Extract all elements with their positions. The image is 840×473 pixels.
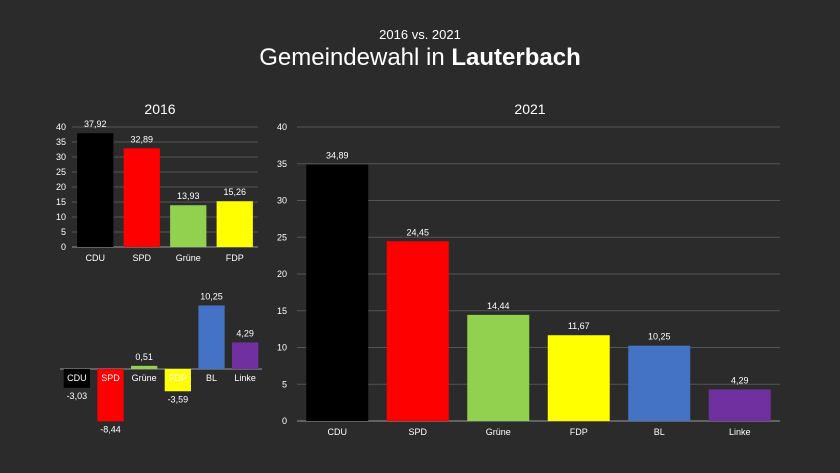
chart-2021-category-label: Grüne: [486, 427, 511, 437]
chart-2016-category-label: SPD: [132, 253, 151, 263]
chart-diff-data-label: 0,51: [135, 352, 153, 362]
title-prefix: Gemeindewahl in: [259, 44, 445, 71]
chart-2016-data-label: 15,26: [223, 187, 246, 197]
chart-diff-bar-linke: [232, 342, 259, 369]
chart-diff-data-label: -8,44: [100, 424, 121, 434]
chart-2021-bar-linke: [708, 389, 771, 421]
chart-2016-ytick-label: 0: [61, 242, 66, 252]
chart-2021-ytick-label: 30: [277, 196, 287, 206]
chart-2016-bar-fdp: [216, 201, 253, 247]
chart-2021-ytick-label: 25: [277, 232, 287, 242]
chart-2016-category-label: FDP: [226, 253, 244, 263]
chart-2016-ytick-label: 5: [61, 227, 66, 237]
chart-diff-category-label: Grüne: [132, 373, 157, 383]
chart-2021-ytick-label: 0: [282, 416, 287, 426]
chart-2016-data-label: 37,92: [84, 119, 107, 129]
subtitle: 2016 vs. 2021: [379, 27, 461, 42]
chart-2021-bar-bl: [628, 345, 691, 421]
chart-diff-bar-spd: [97, 369, 124, 422]
chart-2016-category-label: Grüne: [176, 253, 201, 263]
chart-2016-ytick-label: 15: [56, 197, 66, 207]
chart-diff-bar-grüne: [131, 365, 158, 369]
chart-2021-bar-cdu: [306, 164, 369, 421]
chart-2016-bar-grüne: [170, 205, 207, 247]
chart-2016-ytick-label: 10: [56, 212, 66, 222]
chart-diff-category-label: FDP: [169, 373, 187, 383]
chart-2021-data-label: 10,25: [648, 332, 671, 342]
chart-2021-title: 2021: [514, 101, 546, 117]
chart-2021-category-label: BL: [654, 427, 665, 437]
chart-diff-data-label: -3,59: [168, 394, 189, 404]
chart-2021-category-label: Linke: [729, 427, 751, 437]
chart-2016-data-label: 32,89: [130, 134, 153, 144]
chart-2016-bar-spd: [123, 148, 160, 247]
chart-2021-ytick-label: 15: [277, 306, 287, 316]
chart-2021-category-label: CDU: [328, 427, 348, 437]
chart-2016-ytick-label: 20: [56, 182, 66, 192]
chart-diff-category-label: SPD: [101, 373, 120, 383]
chart-2021-bar-fdp: [547, 335, 610, 421]
chart-2021-data-label: 34,89: [326, 151, 349, 161]
chart-2021-data-label: 11,67: [568, 321, 590, 331]
chart-2016-data-label: 13,93: [177, 191, 200, 201]
page-title: Gemeindewahl in Lauterbach: [0, 44, 840, 72]
chart-2021-ytick-label: 20: [277, 269, 287, 279]
chart-2021-bar-spd: [386, 241, 449, 421]
chart-2016-ytick-label: 40: [56, 122, 66, 132]
chart-diff-bar-cdu: [63, 369, 90, 388]
chart-diff-category-label: CDU: [67, 373, 87, 383]
chart-2016-ytick-label: 25: [56, 167, 66, 177]
chart-2021-ytick-label: 5: [282, 379, 287, 389]
chart-2021-data-label: 24,45: [406, 227, 429, 237]
chart-2021-ytick-label: 40: [277, 122, 287, 132]
chart-2021-data-label: 14,44: [487, 301, 510, 311]
chart-2016-ytick-label: 30: [56, 152, 66, 162]
chart-2016-bar-cdu: [77, 133, 114, 247]
chart-diff-category-label: Linke: [234, 373, 256, 383]
chart-diff-data-label: 10,25: [200, 291, 223, 301]
title-place: Lauterbach: [451, 44, 581, 71]
chart-2021-category-label: FDP: [570, 427, 588, 437]
chart-diff-category-label: BL: [206, 373, 217, 383]
chart-diff-bar-bl: [198, 305, 225, 369]
chart-2021-category-label: SPD: [408, 427, 427, 437]
chart-2016-ytick-label: 35: [56, 137, 66, 147]
chart-diff-data-label: 4,29: [236, 328, 254, 338]
chart-2021-ytick-label: 10: [277, 343, 287, 353]
chart-diff-bar-fdp: [164, 369, 191, 392]
chart-2021-bar-grüne: [467, 314, 530, 421]
chart-diff-data-label: -3,03: [67, 391, 88, 401]
chart-2021-ytick-label: 35: [277, 159, 287, 169]
chart-2021-data-label: 4,29: [731, 375, 749, 385]
chart-2016-title: 2016: [144, 101, 176, 117]
chart-2016-category-label: CDU: [86, 253, 106, 263]
